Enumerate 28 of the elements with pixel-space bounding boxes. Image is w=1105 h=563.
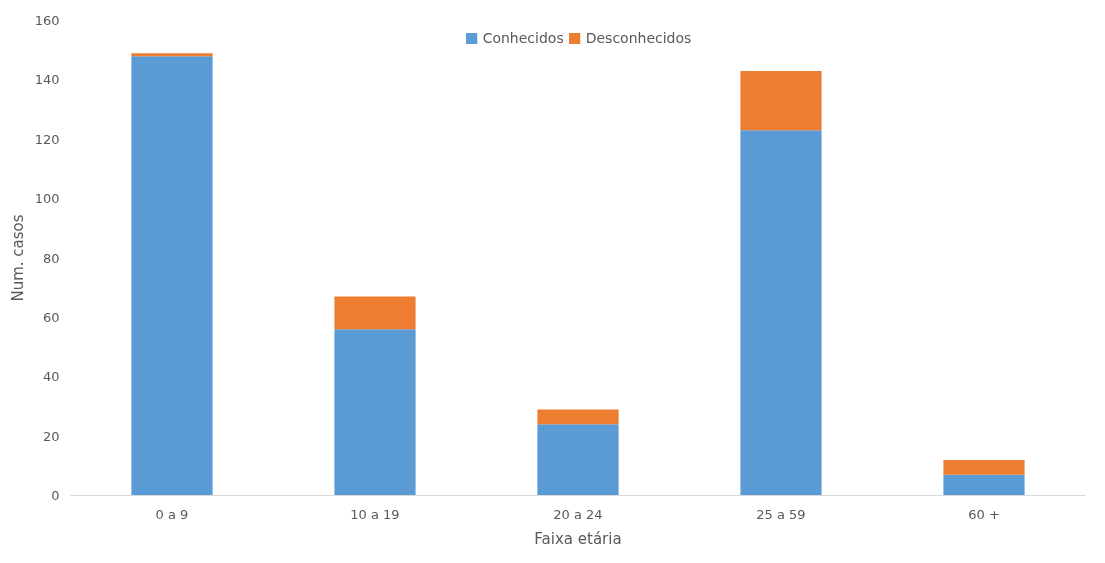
bar bbox=[943, 459, 1025, 475]
bar bbox=[740, 130, 822, 496]
y-axis-title: Num. casos bbox=[8, 214, 27, 302]
y-tick-label: 120 bbox=[34, 131, 60, 147]
y-tick-label: 140 bbox=[34, 72, 60, 88]
y-tick-label: 100 bbox=[34, 191, 60, 207]
y-tick-label: 80 bbox=[42, 250, 60, 266]
bar bbox=[131, 56, 213, 496]
y-tick-label: 160 bbox=[34, 13, 60, 28]
x-tick-label: 20 a 24 bbox=[553, 506, 603, 522]
y-tick-label: 60 bbox=[42, 309, 60, 325]
x-tick-label: 0 a 9 bbox=[155, 506, 189, 522]
bar bbox=[131, 53, 213, 57]
legend-label: Conhecidos bbox=[482, 30, 564, 46]
x-axis-title: Faixa etária bbox=[534, 529, 622, 548]
y-tick-label: 0 bbox=[51, 488, 60, 503]
bar bbox=[740, 70, 822, 131]
legend-label: Desconhecidos bbox=[585, 30, 692, 46]
bar bbox=[537, 409, 619, 425]
bar bbox=[943, 474, 1025, 496]
x-tick-label: 60 + bbox=[968, 506, 1000, 522]
y-tick-label: 40 bbox=[42, 369, 60, 385]
x-tick-label: 10 a 19 bbox=[350, 506, 400, 522]
bar bbox=[334, 329, 416, 496]
x-tick-label: 25 a 59 bbox=[756, 506, 806, 522]
y-tick-label: 20 bbox=[42, 428, 60, 444]
bar bbox=[537, 424, 619, 496]
bar bbox=[334, 296, 416, 330]
